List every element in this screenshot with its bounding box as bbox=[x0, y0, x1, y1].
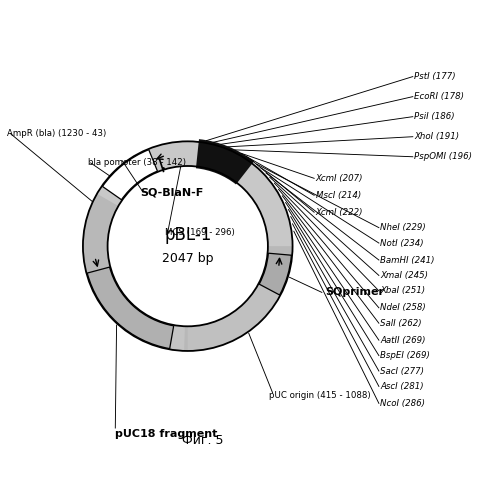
Text: PspOMI (196): PspOMI (196) bbox=[413, 152, 471, 161]
Text: SQprimer: SQprimer bbox=[324, 288, 383, 298]
Text: NheI (229): NheI (229) bbox=[380, 223, 425, 232]
Text: NdeI (258): NdeI (258) bbox=[380, 304, 425, 312]
Text: MscI (214): MscI (214) bbox=[315, 191, 360, 200]
Wedge shape bbox=[87, 267, 173, 348]
Text: Фиг. 5: Фиг. 5 bbox=[182, 434, 224, 446]
Text: SQ-BlaN-F: SQ-BlaN-F bbox=[140, 187, 203, 197]
Text: BamHI (241): BamHI (241) bbox=[380, 256, 434, 264]
Wedge shape bbox=[102, 150, 157, 200]
Text: XmaI (245): XmaI (245) bbox=[380, 271, 428, 280]
Wedge shape bbox=[83, 142, 292, 351]
Text: AmpR (bla) (1230 - 43): AmpR (bla) (1230 - 43) bbox=[7, 129, 107, 138]
Text: 2047 bp: 2047 bp bbox=[162, 252, 213, 265]
Text: pBL-1: pBL-1 bbox=[164, 226, 211, 244]
Text: MCS (169 - 296): MCS (169 - 296) bbox=[164, 228, 234, 237]
Text: AatII (269): AatII (269) bbox=[380, 336, 425, 344]
Wedge shape bbox=[187, 263, 289, 351]
Text: pUC18 fragment: pUC18 fragment bbox=[115, 429, 217, 439]
Text: PsiI (186): PsiI (186) bbox=[413, 112, 454, 121]
Text: PstI (177): PstI (177) bbox=[413, 72, 455, 81]
Wedge shape bbox=[88, 271, 185, 351]
Text: BspEI (269): BspEI (269) bbox=[380, 351, 430, 360]
Text: EcoRI (178): EcoRI (178) bbox=[413, 92, 463, 101]
Text: NotI (234): NotI (234) bbox=[380, 238, 423, 248]
Wedge shape bbox=[83, 194, 292, 351]
Text: XhoI (191): XhoI (191) bbox=[413, 132, 458, 141]
Text: AscI (281): AscI (281) bbox=[380, 382, 423, 391]
Text: SacI (277): SacI (277) bbox=[380, 366, 423, 376]
Text: SalI (262): SalI (262) bbox=[380, 318, 421, 328]
Text: pUC origin (415 - 1088): pUC origin (415 - 1088) bbox=[269, 391, 370, 400]
Wedge shape bbox=[259, 253, 291, 295]
Text: NcoI (286): NcoI (286) bbox=[380, 399, 424, 408]
Text: XbaI (251): XbaI (251) bbox=[380, 286, 425, 296]
Wedge shape bbox=[195, 139, 253, 184]
Text: XcmI (207): XcmI (207) bbox=[315, 174, 362, 183]
Text: XcmI (222): XcmI (222) bbox=[315, 208, 362, 216]
Text: bla pomoter (38 - 142): bla pomoter (38 - 142) bbox=[87, 158, 185, 168]
